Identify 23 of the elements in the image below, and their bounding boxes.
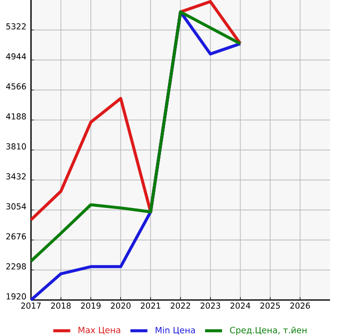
- legend-label: Max Цена: [78, 326, 120, 334]
- x-tick-label: 2025: [260, 302, 280, 309]
- y-tick-label: 3054: [6, 203, 26, 210]
- y-tick-label: 1920: [6, 293, 26, 300]
- y-tick-label: 2676: [6, 233, 26, 240]
- x-tick-label: 2024: [230, 302, 250, 309]
- x-tick-label: 2023: [200, 302, 220, 309]
- x-tick-label: 2017: [21, 302, 41, 309]
- x-tick-label: 2019: [81, 302, 101, 309]
- x-tick-label: 2022: [170, 302, 190, 309]
- x-tick-label: 2020: [110, 302, 131, 309]
- y-tick-label: 4566: [6, 83, 26, 90]
- y-tick-label: 4944: [6, 53, 26, 60]
- x-tick-label: 2026: [290, 302, 310, 309]
- x-tick-label: 2021: [140, 302, 160, 309]
- legend-label: Min Цена: [156, 326, 195, 335]
- x-tick-label: 2018: [51, 302, 71, 309]
- y-tick-label: 4188: [6, 113, 26, 120]
- y-tick-label: 2298: [6, 263, 26, 270]
- y-tick-label: 3432: [6, 173, 26, 180]
- legend-label: Сред.Цена, т.йен: [230, 326, 306, 335]
- y-tick-label: 5322: [6, 23, 26, 30]
- y-tick-label: 3810: [6, 143, 26, 150]
